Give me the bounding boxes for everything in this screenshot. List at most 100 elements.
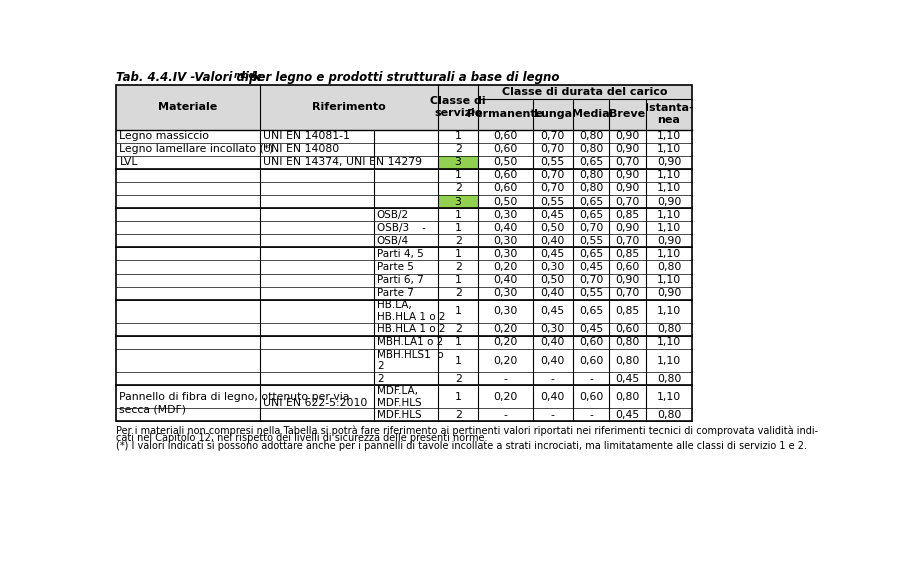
Text: 0,30: 0,30 — [493, 236, 518, 246]
Text: 0,50: 0,50 — [541, 275, 565, 285]
Text: 0,80: 0,80 — [579, 183, 603, 194]
Text: 0,45: 0,45 — [579, 262, 603, 272]
Text: 0,40: 0,40 — [541, 337, 565, 348]
Text: 0,40: 0,40 — [541, 236, 565, 246]
Text: 0,20: 0,20 — [493, 392, 518, 402]
Text: 0,65: 0,65 — [579, 249, 603, 259]
Text: 0,55: 0,55 — [541, 157, 565, 167]
Text: 0,80: 0,80 — [657, 262, 681, 272]
Text: 1,10: 1,10 — [657, 355, 681, 366]
Text: Classe di
servizio: Classe di servizio — [430, 96, 486, 118]
Text: 1,10: 1,10 — [657, 275, 681, 285]
Text: 3: 3 — [454, 157, 462, 167]
Text: 1: 1 — [454, 209, 462, 220]
Text: 0,50: 0,50 — [541, 222, 565, 233]
Text: Legno lamellare incollato (*): Legno lamellare incollato (*) — [120, 144, 274, 154]
Text: 0,80: 0,80 — [579, 144, 603, 154]
Text: 1,10: 1,10 — [657, 306, 681, 316]
Text: LVL: LVL — [120, 157, 138, 167]
Text: 1: 1 — [454, 131, 462, 141]
Text: 2: 2 — [377, 374, 383, 384]
Text: 1: 1 — [454, 170, 462, 181]
Text: 0,70: 0,70 — [541, 183, 565, 194]
Text: Per i materiali non compresi nella Tabella si potrà fare riferimento ai pertinen: Per i materiali non compresi nella Tabel… — [116, 425, 818, 436]
Text: Materiale: Materiale — [158, 102, 218, 112]
Text: 0,45: 0,45 — [541, 306, 565, 316]
Text: 0,65: 0,65 — [579, 306, 603, 316]
Text: Lunga: Lunga — [534, 109, 572, 119]
Text: UNI EN 622-5:2010: UNI EN 622-5:2010 — [263, 398, 367, 408]
Text: 1,10: 1,10 — [657, 209, 681, 220]
Text: 0,70: 0,70 — [541, 144, 565, 154]
Text: 0,40: 0,40 — [541, 392, 565, 402]
Text: 0,80: 0,80 — [657, 374, 681, 384]
Text: 1: 1 — [454, 306, 462, 316]
Text: 0,90: 0,90 — [657, 196, 681, 207]
Text: 1,10: 1,10 — [657, 249, 681, 259]
Text: UNI EN 14081-1: UNI EN 14081-1 — [263, 131, 350, 141]
Text: 1: 1 — [454, 337, 462, 348]
Text: 0,85: 0,85 — [616, 306, 640, 316]
Text: 0,85: 0,85 — [616, 209, 640, 220]
Text: 0,80: 0,80 — [657, 324, 681, 335]
Text: 0,70: 0,70 — [616, 157, 640, 167]
Text: 0,70: 0,70 — [579, 275, 603, 285]
Text: MDF.HLS: MDF.HLS — [377, 410, 421, 420]
Text: 1: 1 — [454, 392, 462, 402]
Text: MBH.LA1 o 2: MBH.LA1 o 2 — [377, 337, 443, 348]
Text: 0,60: 0,60 — [493, 170, 518, 181]
Text: 1,10: 1,10 — [657, 222, 681, 233]
Text: 0,55: 0,55 — [579, 236, 603, 246]
Text: 2: 2 — [454, 374, 462, 384]
Text: 0,30: 0,30 — [541, 324, 565, 335]
Text: (*) I valori indicati si possono adottare anche per i pannelli di tavole incolla: (*) I valori indicati si possono adottar… — [116, 440, 807, 451]
Text: Pannello di fibra di legno, ottenuto per via
secca (MDF): Pannello di fibra di legno, ottenuto per… — [120, 392, 350, 414]
Text: Media: Media — [572, 109, 610, 119]
Bar — [438, 195, 478, 208]
Text: -: - — [551, 410, 554, 420]
Text: 1,10: 1,10 — [657, 337, 681, 348]
Text: 2: 2 — [454, 288, 462, 298]
Text: -: - — [503, 374, 508, 384]
Text: 0,50: 0,50 — [493, 196, 518, 207]
Text: 0,90: 0,90 — [616, 131, 640, 141]
Text: 0,30: 0,30 — [493, 306, 518, 316]
Text: Parti 6, 7: Parti 6, 7 — [377, 275, 424, 285]
Text: 2: 2 — [454, 324, 462, 335]
Text: Permanente: Permanente — [467, 109, 544, 119]
Text: 0,90: 0,90 — [616, 144, 640, 154]
Text: 0,80: 0,80 — [616, 392, 640, 402]
Text: 2: 2 — [454, 144, 462, 154]
Bar — [116, 85, 692, 130]
Text: Istanta-
nea: Istanta- nea — [644, 104, 693, 125]
Text: Parti 4, 5: Parti 4, 5 — [377, 249, 424, 259]
Bar — [116, 85, 692, 421]
Text: 0,70: 0,70 — [616, 196, 640, 207]
Text: 3: 3 — [454, 196, 462, 207]
Text: 0,55: 0,55 — [579, 288, 603, 298]
Text: 0,65: 0,65 — [579, 209, 603, 220]
Text: 0,55: 0,55 — [541, 196, 565, 207]
Text: 0,20: 0,20 — [493, 337, 518, 348]
Text: Parte 5: Parte 5 — [377, 262, 414, 272]
Text: 0,70: 0,70 — [616, 288, 640, 298]
Text: 0,60: 0,60 — [616, 324, 640, 335]
Text: 0,30: 0,30 — [493, 209, 518, 220]
Text: 0,60: 0,60 — [579, 392, 603, 402]
Text: 0,45: 0,45 — [579, 324, 603, 335]
Text: 0,65: 0,65 — [579, 196, 603, 207]
Text: 0,80: 0,80 — [616, 355, 640, 366]
Text: 1: 1 — [454, 275, 462, 285]
Text: 0,90: 0,90 — [657, 236, 681, 246]
Text: 0,40: 0,40 — [541, 288, 565, 298]
Text: 0,20: 0,20 — [493, 324, 518, 335]
Text: Legno massiccio: Legno massiccio — [120, 131, 210, 141]
Text: 1: 1 — [454, 222, 462, 233]
Text: mod: mod — [234, 71, 256, 80]
Text: UNI EN 14080: UNI EN 14080 — [263, 144, 339, 154]
Text: OSB/2: OSB/2 — [377, 209, 409, 220]
Text: OSB/4: OSB/4 — [377, 236, 409, 246]
Text: 0,80: 0,80 — [579, 131, 603, 141]
Text: UNI EN 14374, UNI EN 14279: UNI EN 14374, UNI EN 14279 — [263, 157, 422, 167]
Text: 1,10: 1,10 — [657, 144, 681, 154]
